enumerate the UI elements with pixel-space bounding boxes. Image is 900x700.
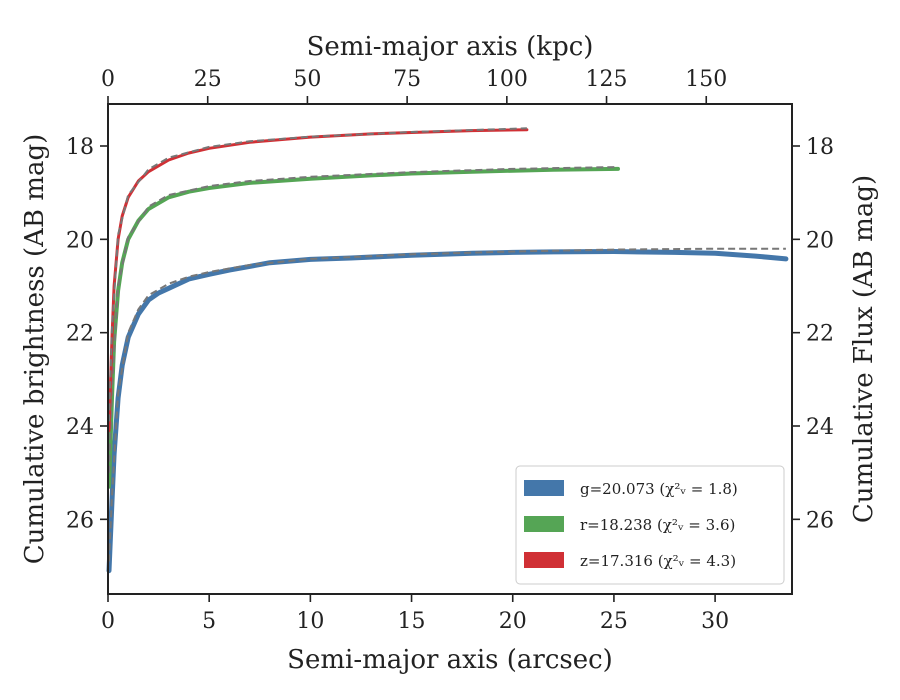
series-line-1 [107,166,620,489]
y-tick-label-left: 24 [66,415,94,440]
legend-swatch-g [524,480,564,496]
y-tick-label-left: 20 [66,228,94,253]
y-tick-label-right: 18 [806,135,834,160]
series-layer [106,127,789,574]
x-top-tick-label: 100 [486,67,528,92]
legend-label-g: g=20.073 (χ²ᵥ = 1.8) [580,480,738,498]
model-line-0 [108,247,786,562]
y-axis-right-title: Cumulative Flux (AB mag) [849,175,879,523]
y-tick-label-right: 26 [806,508,834,533]
y-tick-label-right: 22 [806,322,834,347]
x-top-tick-label: 150 [685,67,727,92]
y-axis-title: Cumulative brightness (AB mag) [20,134,50,565]
legend-label-z: z=17.316 (χ²ᵥ = 4.3) [580,552,736,570]
model-line-2 [108,127,527,422]
x-top-tick-label: 0 [101,67,115,92]
x-tick-label: 30 [701,609,729,634]
x-tick-label: 5 [202,609,216,634]
x-tick-label: 15 [398,609,426,634]
legend-label-r: r=18.238 (χ²ᵥ = 3.6) [580,516,735,534]
y-tick-label-left: 18 [66,135,94,160]
ticks-layer: 0 5 10 15 20 25 30 0 25 50 75 100 125 150 18 18 20 20 22 22… [66,67,834,634]
x-top-tick-label: 75 [393,67,421,92]
plot-frame [107,103,793,595]
x-top-tick-label: 125 [586,67,628,92]
x-axis-title: Semi-major axis (arcsec) [287,645,613,675]
y-tick-label-right: 24 [806,415,834,440]
legend: g=20.073 (χ²ᵥ = 1.8) r=18.238 (χ²ᵥ = 3.6… [515,465,785,585]
legend-box [515,465,785,585]
model-line-1 [108,166,619,473]
y-tick-label-left: 26 [66,508,94,533]
x-tick-label: 10 [296,609,324,634]
x-axis-top-title: Semi-major axis (kpc) [307,32,594,62]
x-tick-label: 0 [101,609,115,634]
y-tick-label-left: 22 [66,322,94,347]
x-tick-label: 20 [499,609,527,634]
axes-layer [107,103,793,595]
legend-swatch-z [524,552,564,568]
y-tick-label-right: 20 [806,228,834,253]
series-line-2 [107,128,529,433]
legend-swatch-r [524,516,564,532]
x-tick-label: 25 [600,609,628,634]
series-line-0 [106,249,789,574]
x-top-tick-label: 50 [293,67,321,92]
x-top-tick-label: 25 [194,67,222,92]
